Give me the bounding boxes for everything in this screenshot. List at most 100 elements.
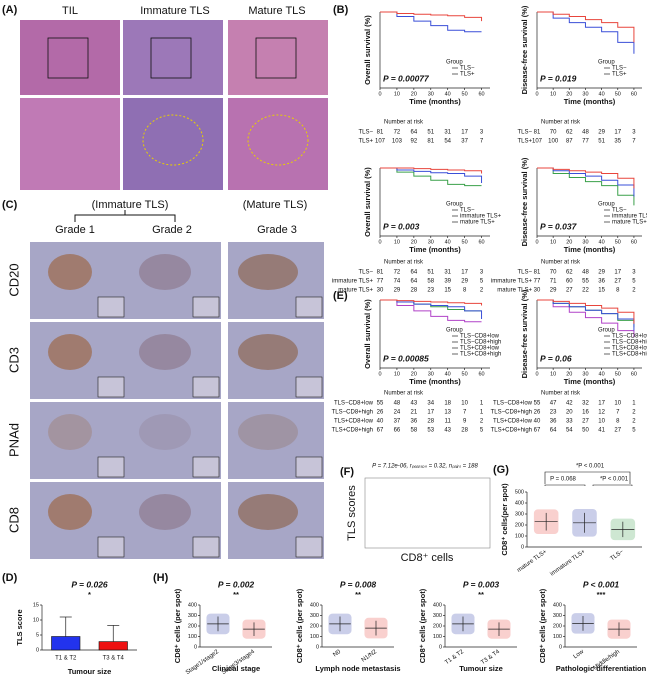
significance: ** bbox=[478, 590, 484, 599]
y-tick-label: 100 bbox=[433, 634, 442, 640]
risk-count: 77 bbox=[534, 279, 541, 285]
risk-row-label: TLS− bbox=[358, 130, 373, 136]
risk-count: 29 bbox=[461, 279, 468, 285]
risk-count: 26 bbox=[534, 410, 541, 416]
risk-row-label: TLS−CD8+high bbox=[332, 410, 373, 416]
legend-label: TLS+CD8+low bbox=[612, 346, 647, 352]
risk-count: 21 bbox=[411, 410, 418, 416]
risk-count: 92 bbox=[411, 139, 418, 145]
x-tick-label: Low bbox=[573, 649, 586, 661]
legend-title: Group bbox=[598, 202, 615, 208]
risk-count: 72 bbox=[394, 130, 401, 136]
risk-count: 107 bbox=[375, 139, 386, 145]
risk-count: 16 bbox=[582, 410, 589, 416]
column-title: Immature TLS bbox=[140, 5, 210, 17]
risk-count: 5 bbox=[632, 279, 636, 285]
risk-count: 54 bbox=[566, 428, 573, 434]
survival-curve bbox=[537, 11, 635, 43]
stain bbox=[139, 334, 191, 370]
y-tick-label: 300 bbox=[553, 613, 562, 619]
risk-count: 2 bbox=[632, 288, 636, 294]
significance: * bbox=[88, 590, 91, 599]
survival-curve bbox=[537, 11, 635, 54]
risk-count: 15 bbox=[444, 288, 451, 294]
x-tick-label: N1/N2 bbox=[361, 649, 379, 664]
risk-row-label: immature TLS+ bbox=[332, 279, 374, 285]
risk-count: 48 bbox=[582, 130, 589, 136]
risk-count: 29 bbox=[598, 130, 605, 136]
p-value: P = 0.019 bbox=[540, 73, 577, 83]
risk-count: 36 bbox=[411, 419, 418, 425]
x-tick-label: 30 bbox=[582, 91, 588, 97]
y-axis-label: CD8⁺ cells(per spot) bbox=[500, 483, 509, 556]
risk-count: 5 bbox=[480, 428, 484, 434]
y-axis-label: CD8⁺ cells (per spot) bbox=[418, 588, 427, 663]
x-tick-label: 50 bbox=[462, 91, 468, 97]
risk-row-label: TLS+CD8+low bbox=[334, 419, 374, 425]
risk-count: 2 bbox=[480, 419, 484, 425]
inset bbox=[295, 376, 323, 398]
risk-count: 66 bbox=[394, 428, 401, 434]
x-tick-label: 0 bbox=[378, 371, 381, 377]
risk-count: 81 bbox=[534, 130, 541, 136]
x-tick-label: 50 bbox=[462, 371, 468, 377]
stain bbox=[48, 414, 92, 450]
x-tick-label: 20 bbox=[566, 239, 572, 245]
legend-label: TLS+CD8+high bbox=[460, 352, 501, 358]
risk-count: 12 bbox=[598, 410, 605, 416]
risk-count: 1 bbox=[632, 401, 636, 407]
risk-count: 18 bbox=[444, 401, 451, 407]
risk-count: 32 bbox=[582, 401, 589, 407]
risk-count: 48 bbox=[394, 401, 401, 407]
panel-label: (A) bbox=[2, 4, 18, 16]
y-axis-label: Overall survival (%) bbox=[363, 299, 372, 369]
survival-curve bbox=[537, 167, 635, 206]
legend-label: TLS− bbox=[460, 66, 475, 72]
p-value: P = 0.002 bbox=[218, 579, 255, 589]
x-tick-label: 60 bbox=[478, 371, 484, 377]
inset bbox=[97, 376, 125, 398]
legend-title: Group bbox=[598, 60, 615, 66]
inset bbox=[295, 456, 323, 478]
x-axis-label: CD8⁺ cells bbox=[401, 552, 454, 564]
risk-count: 17 bbox=[598, 401, 605, 407]
y-tick-label: 100 bbox=[310, 634, 319, 640]
risk-count: 87 bbox=[566, 139, 573, 145]
risk-row-label: TLS− bbox=[517, 130, 532, 136]
risk-row-label: mature TLS+ bbox=[497, 288, 532, 294]
significance: *** bbox=[597, 590, 606, 599]
risk-count: 64 bbox=[411, 270, 418, 276]
risk-count: 7 bbox=[463, 410, 467, 416]
x-tick-label: 50 bbox=[615, 239, 621, 245]
legend-label: TLS−CD8+high bbox=[460, 340, 501, 346]
y-tick-label: 400 bbox=[188, 602, 197, 608]
risk-count: 27 bbox=[614, 428, 621, 434]
stain bbox=[238, 254, 298, 290]
x-tick-label: 20 bbox=[411, 239, 417, 245]
risk-count: 40 bbox=[534, 419, 541, 425]
x-tick-label: 30 bbox=[428, 371, 434, 377]
risk-count: 41 bbox=[598, 428, 605, 434]
risk-count: 100 bbox=[548, 139, 559, 145]
x-tick-label: 10 bbox=[550, 91, 556, 97]
y-tick-label: 300 bbox=[188, 613, 197, 619]
bracket bbox=[544, 471, 633, 486]
x-tick-label: T1 & T2 bbox=[55, 656, 77, 662]
risk-count: 17 bbox=[461, 270, 468, 276]
panel-label: (B) bbox=[333, 4, 349, 16]
risk-count: 60 bbox=[566, 279, 573, 285]
row-title: CD3 bbox=[6, 347, 21, 373]
y-tick-label: 0 bbox=[439, 644, 442, 650]
risk-count: 7 bbox=[616, 410, 620, 416]
x-axis-label: Lymph node metastasis bbox=[315, 664, 400, 673]
micrograph bbox=[228, 20, 328, 95]
risk-count: 5 bbox=[632, 428, 636, 434]
risk-count: 64 bbox=[411, 130, 418, 136]
legend-label: TLS−CD8+low bbox=[460, 334, 500, 340]
risk-count: 42 bbox=[566, 401, 573, 407]
tls-outline bbox=[142, 114, 204, 166]
x-tick-label: N0 bbox=[332, 649, 342, 659]
y-tick-label: 400 bbox=[515, 500, 524, 506]
x-tick-label: 60 bbox=[478, 239, 484, 245]
risk-count: 17 bbox=[614, 130, 621, 136]
